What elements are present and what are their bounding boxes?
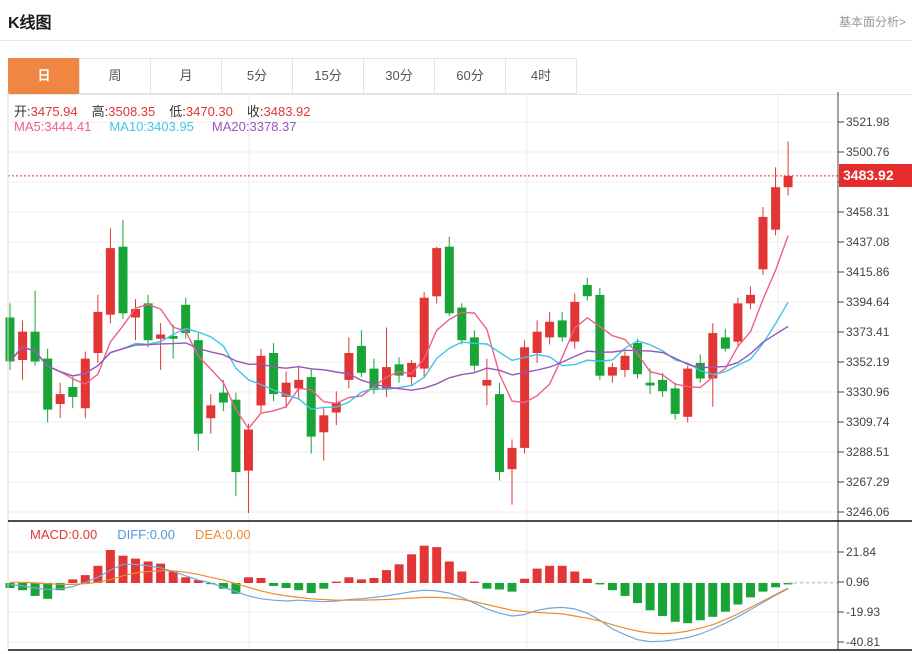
ma-legend: MA5:3444.41 MA10:3403.95 MA20:3378.37 <box>14 119 297 134</box>
title-divider <box>0 40 912 41</box>
tabbar-underline <box>8 94 912 95</box>
tab-interval-4[interactable]: 15分 <box>292 58 364 94</box>
tab-interval-7[interactable]: 4时 <box>505 58 577 94</box>
page-title: K线图 <box>8 15 52 32</box>
macd-axis-label: 21.84 <box>846 545 877 559</box>
tab-interval-0[interactable]: 日 <box>8 58 80 94</box>
price-axis-label: 3500.76 <box>846 145 890 159</box>
price-axis-label: 3288.51 <box>846 445 890 459</box>
ohlc-legend: 开:3475.94 高:3508.35 低:3470.30 收:3483.92 <box>14 101 311 120</box>
tab-interval-3[interactable]: 5分 <box>221 58 293 94</box>
macd-axis-label: -40.81 <box>846 635 881 649</box>
price-axis-label: 3415.86 <box>846 265 890 279</box>
macd-row-item: MACD:0.00 <box>30 527 98 542</box>
price-axis-label: 3394.64 <box>846 295 890 309</box>
ohlc-row-item: 开:3475.94 <box>14 104 78 119</box>
interval-tabbar: 日周月 5分 15分 30分 60分 4时 <box>8 58 577 94</box>
macd-legend: MACD:0.00 DIFF:0.00 DEA:0.00 <box>30 527 251 542</box>
macd-row-item: DEA:0.00 <box>195 527 251 542</box>
price-axis-label: 3437.08 <box>846 235 890 249</box>
price-axis-label: 3330.96 <box>846 385 890 399</box>
price-axis-label: 3246.06 <box>846 505 890 519</box>
price-axis-label: 3352.19 <box>846 355 890 369</box>
tab-interval-2[interactable]: 月 <box>150 58 222 94</box>
price-axis-label: 3309.74 <box>846 415 890 429</box>
current-price-tag: 3483.92 <box>839 164 912 187</box>
macd-axis-label: -19.93 <box>846 605 881 619</box>
ma-row-item: MA20:3378.37 <box>211 119 297 134</box>
ohlc-row-item: 高:3508.35 <box>91 104 156 119</box>
tab-interval-1[interactable]: 周 <box>79 58 151 94</box>
price-axis-label: 3458.31 <box>846 205 890 219</box>
price-axis-label: 3521.98 <box>846 115 890 129</box>
price-axis-label: 3267.29 <box>846 475 890 489</box>
ma-row-item: MA5:3444.41 <box>14 119 92 134</box>
fundamental-analysis-link[interactable]: 基本面分析> <box>838 15 906 29</box>
ohlc-row-item: 收:3483.92 <box>246 104 311 119</box>
tab-interval-6[interactable]: 60分 <box>434 58 506 94</box>
price-axis-label: 3373.41 <box>846 325 890 339</box>
macd-axis-label: 0.96 <box>846 575 870 589</box>
tab-interval-5[interactable]: 30分 <box>363 58 435 94</box>
macd-row-item: DIFF:0.00 <box>117 527 176 542</box>
ma-row-item: MA10:3403.95 <box>109 119 194 134</box>
ohlc-row-item: 低:3470.30 <box>169 104 233 119</box>
